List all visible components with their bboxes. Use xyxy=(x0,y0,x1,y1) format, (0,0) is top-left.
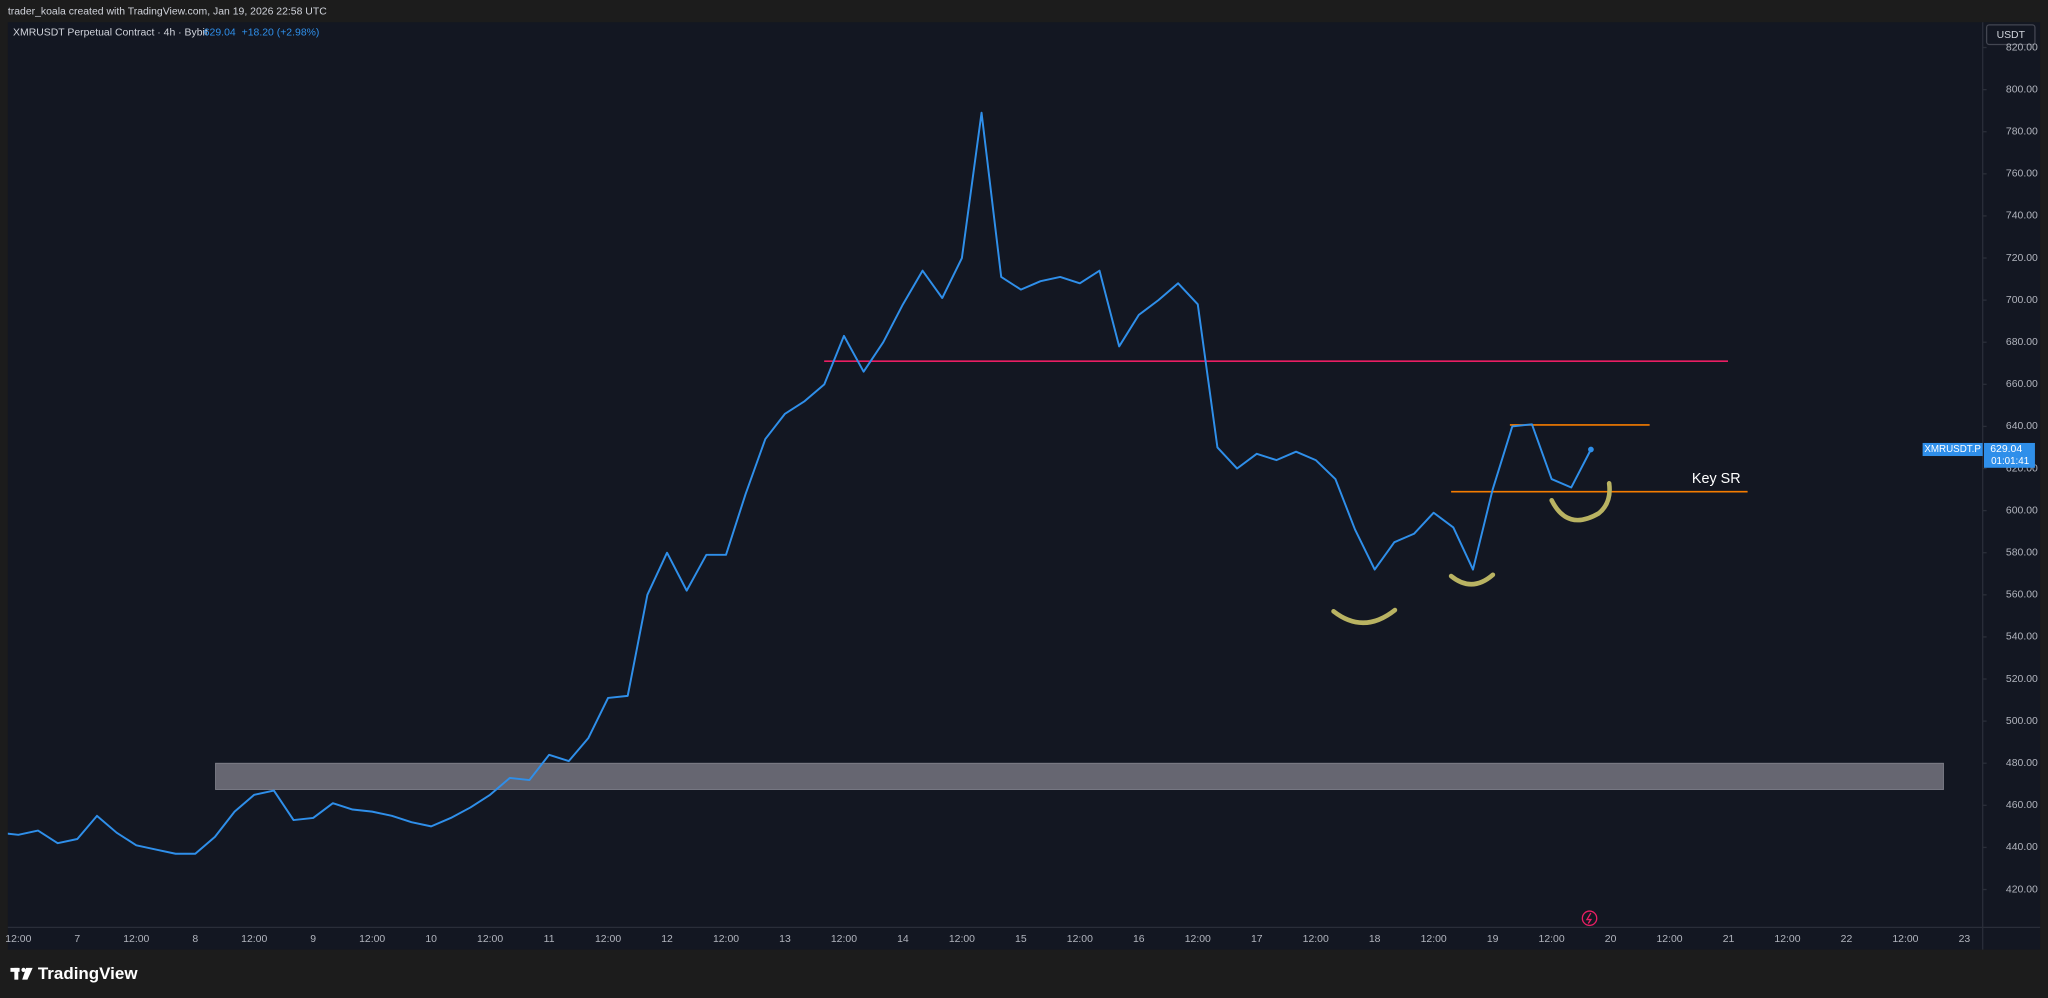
x-tick-label: 9 xyxy=(310,934,316,945)
x-tick-label: 12:00 xyxy=(1185,934,1211,945)
x-tick-label: 12:00 xyxy=(359,934,385,945)
x-tick-label: 12:00 xyxy=(241,934,267,945)
x-tick-label: 12:00 xyxy=(1067,934,1093,945)
y-tick-label: 500.00 xyxy=(2006,716,2038,727)
x-tick-label: 22 xyxy=(1841,934,1853,945)
x-tick-label: 12:00 xyxy=(1656,934,1682,945)
x-tick-label: 12:00 xyxy=(1539,934,1565,945)
price-tag-label: 629.04 xyxy=(1990,444,2022,455)
brand-name: TradingView xyxy=(38,964,138,983)
y-tick-label: 540.00 xyxy=(2006,632,2038,643)
x-tick-label: 14 xyxy=(897,934,909,945)
x-tick-label: 12 xyxy=(661,934,673,945)
x-tick-label: 12:00 xyxy=(477,934,503,945)
x-tick-label: 10 xyxy=(425,934,437,945)
last-price: 629.04 xyxy=(204,27,236,38)
y-tick-label: 580.00 xyxy=(2006,547,2038,558)
x-tick-label: 12:00 xyxy=(1774,934,1800,945)
y-tick-label: 760.00 xyxy=(2006,169,2038,180)
x-tick-label: 12:00 xyxy=(1892,934,1918,945)
arc-drawing xyxy=(1331,607,1398,625)
y-tick-label: 680.00 xyxy=(2006,337,2038,348)
price-line xyxy=(7,111,1592,855)
brand-logo xyxy=(10,967,33,980)
price-change: +18.20 (+2.98%) xyxy=(242,27,320,38)
event-icon[interactable] xyxy=(1581,910,1598,927)
x-tick-label: 21 xyxy=(1723,934,1735,945)
x-tick-label: 12:00 xyxy=(595,934,621,945)
event-icon-bolt xyxy=(1585,912,1593,924)
currency-button[interactable] xyxy=(1985,24,2036,46)
x-tick-label: 12:00 xyxy=(123,934,149,945)
y-tick-label: 820.00 xyxy=(2006,42,2038,53)
y-tick-label: 600.00 xyxy=(2006,505,2038,516)
x-tick-label: 12:00 xyxy=(831,934,857,945)
arc-drawing xyxy=(1448,572,1496,587)
x-tick-label: 23 xyxy=(1959,934,1971,945)
series-tag xyxy=(1922,442,1983,457)
logo-part xyxy=(21,967,26,972)
annotation: Key SR xyxy=(1692,471,1741,487)
y-tick-label: 700.00 xyxy=(2006,295,2038,306)
series-tag-label: XMRUSDT.P xyxy=(1924,444,1981,455)
y-tick-label: 780.00 xyxy=(2006,126,2038,137)
x-tick-label: 17 xyxy=(1251,934,1263,945)
logo-part xyxy=(22,967,33,980)
x-tick-label: 12:00 xyxy=(713,934,739,945)
y-tick-label: 560.00 xyxy=(2006,590,2038,601)
x-tick-label: 11 xyxy=(544,934,555,945)
y-tick-label: 720.00 xyxy=(2006,253,2038,264)
x-tick-label: 16 xyxy=(1133,934,1145,945)
x-tick-label: 12:00 xyxy=(949,934,975,945)
chart-background xyxy=(7,22,2041,950)
y-tick-label: 660.00 xyxy=(2006,379,2038,390)
x-tick-label: 15 xyxy=(1015,934,1027,945)
y-tick-label: 800.00 xyxy=(2006,84,2038,95)
chart-title: XMRUSDT Perpetual Contract · 4h · Bybit xyxy=(13,27,208,38)
y-tick-label: 440.00 xyxy=(2006,842,2038,853)
x-tick-label: 20 xyxy=(1605,934,1617,945)
x-tick-label: 19 xyxy=(1487,934,1499,945)
plot-area xyxy=(7,111,1944,855)
arc-drawing xyxy=(1549,481,1612,523)
logo-part xyxy=(14,967,19,980)
y-tick-label: 520.00 xyxy=(2006,674,2038,685)
y-tick-label: 460.00 xyxy=(2006,800,2038,811)
y-tick-label: 640.00 xyxy=(2006,421,2038,432)
y-tick-label: 480.00 xyxy=(2006,758,2038,769)
countdown-label: 01:01:41 xyxy=(1991,456,2029,467)
x-tick-label: 13 xyxy=(779,934,791,945)
x-tick-label: 7 xyxy=(74,934,80,945)
y-tick-label: 420.00 xyxy=(2006,884,2038,895)
caption: trader_koala created with TradingView.co… xyxy=(8,7,327,18)
x-tick-label: 18 xyxy=(1369,934,1381,945)
price-tag xyxy=(1984,442,2035,468)
price-zone xyxy=(215,762,1944,790)
x-tick-label: 8 xyxy=(192,934,198,945)
y-tick-label: 740.00 xyxy=(2006,211,2038,222)
currency-label: USDT xyxy=(1997,30,2026,41)
y-tick-label: 620.00 xyxy=(2006,463,2038,474)
last-point xyxy=(1588,446,1594,453)
x-tick-label: 12:00 xyxy=(5,934,31,945)
x-tick-label: 12:00 xyxy=(1421,934,1447,945)
x-tick-label: 12:00 xyxy=(1303,934,1329,945)
